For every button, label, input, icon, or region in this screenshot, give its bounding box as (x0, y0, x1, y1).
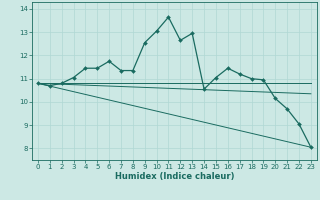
X-axis label: Humidex (Indice chaleur): Humidex (Indice chaleur) (115, 172, 234, 181)
